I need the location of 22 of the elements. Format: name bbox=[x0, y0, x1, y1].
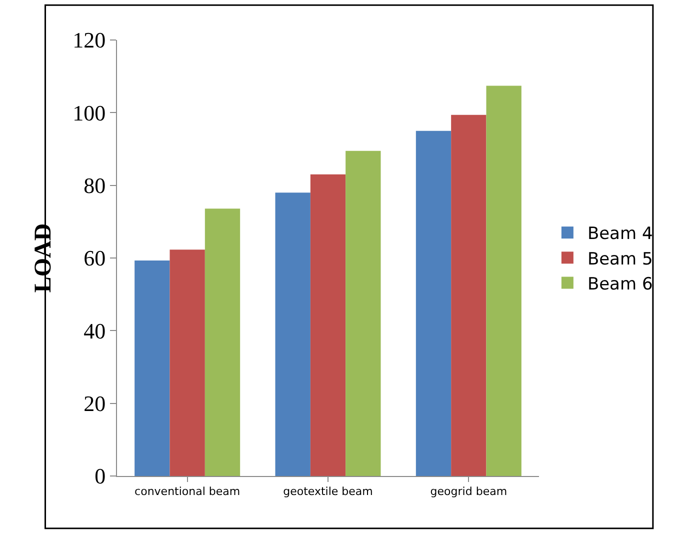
bar bbox=[170, 250, 205, 476]
y-tick-label: 40 bbox=[84, 318, 106, 344]
legend-label: Beam 4 bbox=[587, 224, 653, 244]
y-tick-label: 0 bbox=[94, 464, 106, 489]
bar bbox=[204, 208, 240, 476]
legend-label: Beam 5 bbox=[587, 249, 653, 270]
y-tick-label: 80 bbox=[84, 173, 106, 198]
bar bbox=[134, 260, 170, 476]
bar bbox=[275, 192, 310, 476]
bar bbox=[486, 86, 522, 476]
x-tick-label: geogrid beam bbox=[430, 485, 508, 498]
x-tick-label: conventional beam bbox=[134, 485, 240, 498]
y-tick-label: 20 bbox=[84, 391, 106, 416]
legend-label: Beam 6 bbox=[587, 274, 653, 294]
y-tick-label: 100 bbox=[72, 100, 106, 126]
bar bbox=[451, 114, 486, 476]
y-tick-label: 60 bbox=[84, 246, 106, 271]
bar bbox=[416, 130, 452, 476]
bar bbox=[310, 174, 346, 476]
y-tick-label: 120 bbox=[72, 28, 106, 53]
bar bbox=[346, 150, 381, 476]
x-tick-label: geotextile beam bbox=[283, 485, 373, 498]
